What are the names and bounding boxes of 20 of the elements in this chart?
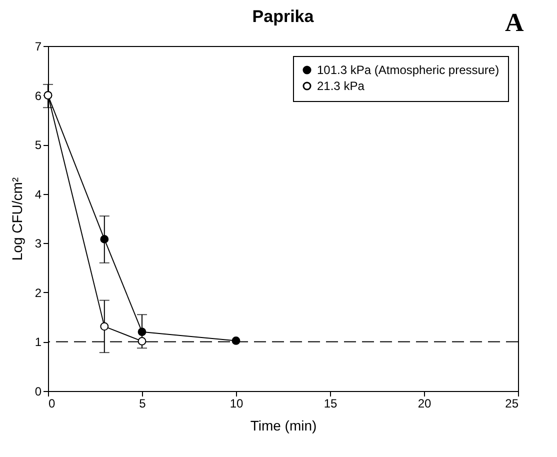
y-tick-label: 7 bbox=[34, 40, 42, 54]
y-tick-label: 1 bbox=[34, 335, 42, 350]
y-tick-label: 4 bbox=[34, 187, 42, 202]
x-tick-label: 25 bbox=[505, 396, 519, 410]
y-tick-label: 3 bbox=[34, 236, 42, 251]
x-tick-label: 5 bbox=[139, 396, 146, 410]
legend-label: 101.3 kPa (Atmospheric pressure) bbox=[317, 63, 500, 77]
x-tick-label: 0 bbox=[48, 396, 56, 410]
y-tick-label: 2 bbox=[34, 286, 42, 300]
y-axis-title: Log CFU/cm² bbox=[8, 177, 25, 261]
legend-label: 21.3 kPa bbox=[317, 79, 365, 93]
chart-title: Paprika bbox=[252, 7, 314, 26]
x-tick-label: 20 bbox=[418, 396, 432, 410]
x-tick-label: 10 bbox=[230, 396, 244, 410]
y-tick-label: 5 bbox=[34, 138, 42, 152]
y-tick-label: 0 bbox=[34, 384, 42, 398]
text: A bbox=[505, 8, 524, 38]
x-tick-label: 15 bbox=[324, 396, 338, 410]
x-axis-title: Time (min) bbox=[250, 418, 317, 434]
y-tick-label: 6 bbox=[34, 88, 42, 103]
